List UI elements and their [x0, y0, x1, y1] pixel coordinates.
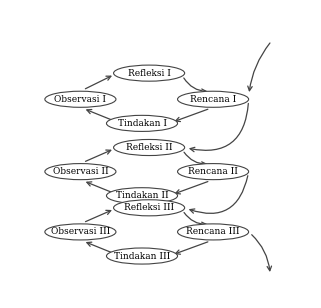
Ellipse shape: [45, 91, 116, 107]
Text: Refleksi III: Refleksi III: [124, 203, 174, 212]
Text: Observasi II: Observasi II: [53, 167, 108, 176]
Ellipse shape: [178, 164, 249, 180]
Text: Tindakan II: Tindakan II: [116, 191, 168, 200]
Ellipse shape: [178, 224, 249, 240]
Text: Rencana I: Rencana I: [190, 95, 236, 104]
Ellipse shape: [107, 248, 178, 264]
Text: Refleksi I: Refleksi I: [128, 69, 170, 78]
Ellipse shape: [114, 65, 185, 81]
Text: Tindakan III: Tindakan III: [114, 252, 170, 261]
Text: Refleksi II: Refleksi II: [126, 143, 172, 152]
Ellipse shape: [45, 224, 116, 240]
Text: Observasi III: Observasi III: [51, 227, 110, 237]
Text: Tindakan I: Tindakan I: [117, 119, 167, 128]
Ellipse shape: [45, 164, 116, 180]
Text: Rencana III: Rencana III: [186, 227, 240, 237]
Ellipse shape: [107, 188, 178, 204]
Text: Rencana II: Rencana II: [188, 167, 238, 176]
Ellipse shape: [114, 140, 185, 156]
Ellipse shape: [107, 115, 178, 132]
Text: Observasi I: Observasi I: [54, 95, 106, 104]
Ellipse shape: [178, 91, 249, 107]
Ellipse shape: [114, 200, 185, 216]
